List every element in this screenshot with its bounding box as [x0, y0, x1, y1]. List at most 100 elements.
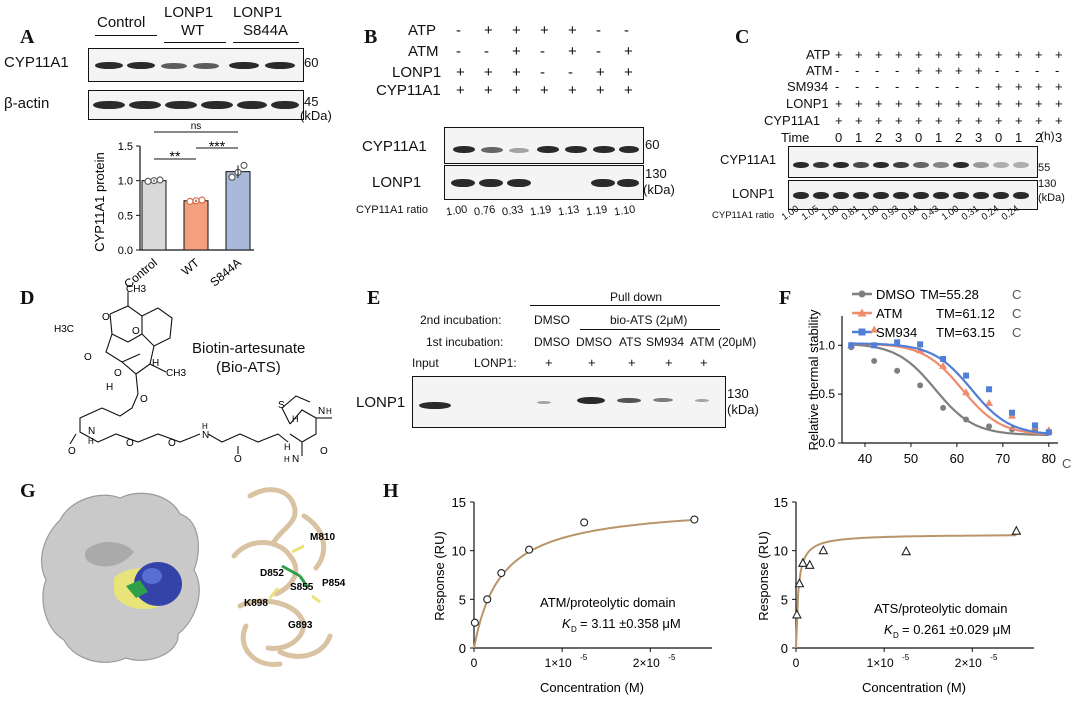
- sign-c: +: [935, 63, 943, 78]
- ligand-sticks: [281, 564, 310, 589]
- ratio-b: 1.19: [529, 203, 553, 219]
- sign-c: +: [935, 113, 943, 128]
- ticks-h-right: 0 5 10 15 0 1×10 -5 2×10 -5: [774, 495, 998, 670]
- sign-c: +: [995, 47, 1003, 62]
- residue-d852: D852: [260, 568, 284, 579]
- time-unit-c: (h): [1040, 129, 1055, 143]
- data-point-h: [804, 559, 815, 569]
- panel-letter-b: B: [364, 26, 378, 48]
- band: [813, 192, 829, 199]
- sign-c: +: [995, 79, 1003, 94]
- point-dmso: [940, 404, 947, 411]
- sign-c: +: [975, 96, 983, 111]
- legend-unit: C: [1012, 306, 1021, 321]
- sign-c: -: [915, 79, 920, 94]
- legend-name-dmso: DMSO: [876, 287, 915, 302]
- sign-c: +: [1015, 79, 1023, 94]
- point-sm934: [917, 341, 924, 348]
- x-tick-exp-h: -5: [580, 653, 588, 662]
- band: [1013, 192, 1029, 199]
- first-sm934: SM934: [646, 335, 685, 349]
- row-label-c: ATM: [806, 63, 833, 78]
- fit-curve-h: [795, 534, 1017, 649]
- x-tick-label-f: 70: [996, 451, 1010, 466]
- ribbon-model: M810 D852 S855 P854 K898 G893: [231, 487, 346, 667]
- sign-c: +: [955, 63, 963, 78]
- x-label-h-right: Concentration (M): [862, 680, 966, 695]
- group-lonp1-s844a-b: S844A: [243, 22, 289, 39]
- ratio-b: 1.00: [445, 203, 469, 219]
- x-tick-label-f: 40: [858, 451, 872, 466]
- sign-b: -: [456, 22, 461, 39]
- legend-unit: C: [1012, 287, 1021, 302]
- data-point-a: [240, 161, 248, 169]
- sign-c: +: [935, 96, 943, 111]
- chart-h-left: 0 5 10 15 0 1×10 -5 2×10 -5 Response (RU) Concen…: [432, 495, 712, 695]
- band: [913, 192, 929, 199]
- surface-model: [41, 492, 200, 663]
- y-label-a: CYP11A1 protein: [92, 152, 107, 252]
- x-tick-label-f: 80: [1042, 451, 1056, 466]
- legend-f: DMSO TM=55.28 C ATM TM=61.12 C SM934 TM=63.15 C: [852, 287, 1021, 340]
- band: [237, 101, 267, 109]
- sign-c: -: [895, 63, 900, 78]
- band: [165, 101, 197, 109]
- band: [853, 192, 869, 199]
- band: [481, 147, 503, 153]
- sign-c: +: [915, 96, 923, 111]
- residue-g893: G893: [288, 620, 313, 631]
- second-bio-ats: bio-ATS (2μM): [610, 313, 688, 327]
- band: [577, 397, 605, 404]
- band: [193, 63, 219, 69]
- y-tick-label-h: 5: [781, 592, 788, 607]
- band: [953, 192, 969, 199]
- row-label-c: Time: [781, 130, 810, 145]
- mw-130-c: 130: [1038, 178, 1057, 190]
- sign-c: +: [915, 113, 923, 128]
- row-label-c: ATP: [806, 47, 831, 62]
- x-tick-label-h: 2×10: [633, 656, 660, 670]
- kd-k-h-right: K: [884, 622, 894, 637]
- sign-e: +: [700, 355, 708, 370]
- point-sm934: [1045, 429, 1052, 436]
- x-tick-label-a: WT: [179, 255, 203, 278]
- ratio-b: 1.19: [585, 203, 609, 219]
- band: [1013, 162, 1029, 168]
- band: [617, 179, 639, 187]
- atom-nh3: H: [326, 407, 332, 416]
- kd-k-h-left: K: [562, 616, 572, 631]
- row-label-c: LONP1: [786, 96, 829, 111]
- y-label-h-right: Response (RU): [756, 531, 771, 621]
- data-point-h: [580, 518, 589, 527]
- mw-60-a: 60: [304, 55, 319, 70]
- data-point-h: [901, 545, 912, 556]
- sign-c: +: [915, 63, 923, 78]
- data-point-h: [818, 544, 829, 555]
- atom-o3: O: [84, 352, 92, 363]
- mw-kda-a: (kDa): [300, 108, 332, 123]
- fit-curve-atm: [851, 342, 1049, 436]
- sign-c: 3: [1055, 130, 1063, 145]
- sign-c: 1: [1015, 130, 1023, 145]
- ticks-h-left: 0 5 10 15 0 1×10 -5 2×10 -5: [452, 495, 676, 670]
- band: [453, 146, 475, 153]
- sign-c: +: [1035, 113, 1043, 128]
- chart-h-right: 0 5 10 15 0 1×10 -5 2×10 -5 Response (RU) Concen…: [756, 495, 1034, 695]
- sign-c: +: [975, 63, 983, 78]
- sign-b: -: [484, 43, 489, 60]
- group-line-wt: [164, 42, 226, 43]
- band: [565, 146, 587, 153]
- band: [201, 101, 233, 109]
- data-point-a: [144, 177, 152, 185]
- sign-b: -: [596, 43, 601, 60]
- panel-letter-d: D: [20, 287, 35, 309]
- data-point-h: [525, 545, 534, 554]
- point-dmso: [871, 357, 878, 364]
- second-dmso: DMSO: [534, 313, 570, 327]
- band: [479, 179, 503, 187]
- band: [933, 162, 949, 168]
- band: [973, 192, 989, 199]
- sign-c: -: [855, 79, 860, 94]
- band: [833, 192, 849, 199]
- band: [653, 398, 673, 402]
